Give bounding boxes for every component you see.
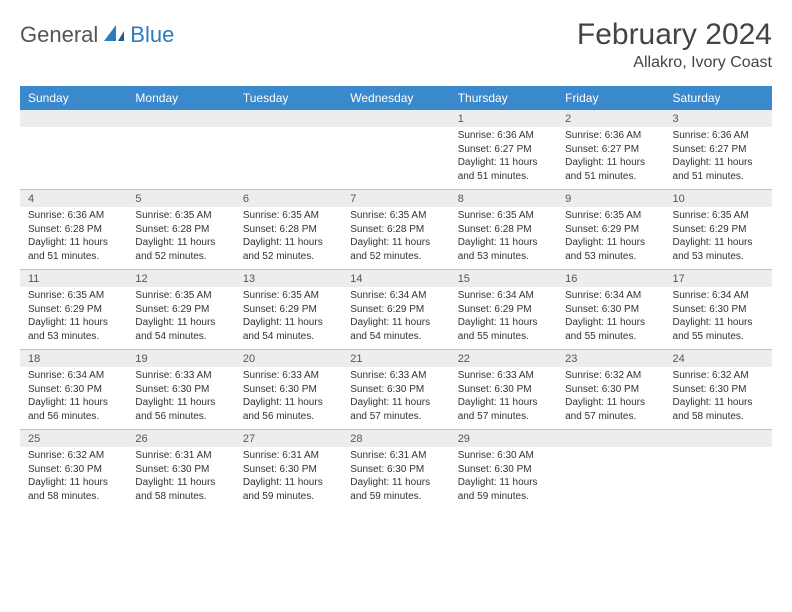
day-detail-cell: Sunrise: 6:34 AMSunset: 6:29 PMDaylight:… [342, 287, 449, 350]
day-number-cell: 4 [20, 190, 127, 208]
day-number-cell: 17 [665, 270, 772, 288]
day-detail-cell: Sunrise: 6:34 AMSunset: 6:30 PMDaylight:… [665, 287, 772, 350]
day-detail-cell: Sunrise: 6:32 AMSunset: 6:30 PMDaylight:… [20, 447, 127, 509]
day-number-cell: 12 [127, 270, 234, 288]
day-number-cell: 26 [127, 430, 234, 448]
day-number-cell: 18 [20, 350, 127, 368]
day-number-cell [235, 110, 342, 127]
weekday-header: Sunday [20, 86, 127, 110]
day-detail-cell [342, 127, 449, 190]
day-detail-cell [235, 127, 342, 190]
daynum-row: 18192021222324 [20, 350, 772, 368]
day-number-cell [20, 110, 127, 127]
day-number-cell: 6 [235, 190, 342, 208]
calendar-table: Sunday Monday Tuesday Wednesday Thursday… [20, 86, 772, 509]
daynum-row: 45678910 [20, 190, 772, 208]
day-detail-cell: Sunrise: 6:36 AMSunset: 6:28 PMDaylight:… [20, 207, 127, 270]
detail-row: Sunrise: 6:36 AMSunset: 6:27 PMDaylight:… [20, 127, 772, 190]
month-title: February 2024 [577, 18, 772, 52]
weekday-header: Tuesday [235, 86, 342, 110]
location-text: Allakro, Ivory Coast [577, 54, 772, 72]
day-detail-cell: Sunrise: 6:36 AMSunset: 6:27 PMDaylight:… [557, 127, 664, 190]
day-detail-cell [127, 127, 234, 190]
weekday-header: Thursday [450, 86, 557, 110]
day-number-cell: 21 [342, 350, 449, 368]
day-number-cell: 13 [235, 270, 342, 288]
brand-text-general: General [20, 22, 98, 48]
day-detail-cell: Sunrise: 6:34 AMSunset: 6:30 PMDaylight:… [20, 367, 127, 430]
day-number-cell [127, 110, 234, 127]
day-detail-cell: Sunrise: 6:31 AMSunset: 6:30 PMDaylight:… [235, 447, 342, 509]
day-detail-cell: Sunrise: 6:31 AMSunset: 6:30 PMDaylight:… [127, 447, 234, 509]
day-number-cell: 29 [450, 430, 557, 448]
day-detail-cell: Sunrise: 6:33 AMSunset: 6:30 PMDaylight:… [235, 367, 342, 430]
day-detail-cell: Sunrise: 6:35 AMSunset: 6:29 PMDaylight:… [665, 207, 772, 270]
day-detail-cell: Sunrise: 6:35 AMSunset: 6:29 PMDaylight:… [127, 287, 234, 350]
daynum-row: 123 [20, 110, 772, 127]
day-number-cell: 14 [342, 270, 449, 288]
title-block: February 2024 Allakro, Ivory Coast [577, 18, 772, 72]
day-detail-cell [557, 447, 664, 509]
day-detail-cell: Sunrise: 6:34 AMSunset: 6:30 PMDaylight:… [557, 287, 664, 350]
day-number-cell: 15 [450, 270, 557, 288]
day-detail-cell: Sunrise: 6:30 AMSunset: 6:30 PMDaylight:… [450, 447, 557, 509]
detail-row: Sunrise: 6:32 AMSunset: 6:30 PMDaylight:… [20, 447, 772, 509]
day-detail-cell: Sunrise: 6:35 AMSunset: 6:29 PMDaylight:… [20, 287, 127, 350]
day-number-cell [557, 430, 664, 448]
day-detail-cell: Sunrise: 6:33 AMSunset: 6:30 PMDaylight:… [342, 367, 449, 430]
day-number-cell: 19 [127, 350, 234, 368]
daynum-row: 11121314151617 [20, 270, 772, 288]
daynum-row: 2526272829 [20, 430, 772, 448]
sail-icon [102, 23, 128, 48]
day-number-cell: 23 [557, 350, 664, 368]
day-detail-cell: Sunrise: 6:35 AMSunset: 6:28 PMDaylight:… [235, 207, 342, 270]
detail-row: Sunrise: 6:36 AMSunset: 6:28 PMDaylight:… [20, 207, 772, 270]
detail-row: Sunrise: 6:35 AMSunset: 6:29 PMDaylight:… [20, 287, 772, 350]
day-detail-cell [20, 127, 127, 190]
brand-text-blue: Blue [130, 22, 174, 48]
day-detail-cell: Sunrise: 6:33 AMSunset: 6:30 PMDaylight:… [450, 367, 557, 430]
header: General Blue February 2024 Allakro, Ivor… [20, 18, 772, 72]
weekday-header: Saturday [665, 86, 772, 110]
weekday-header: Monday [127, 86, 234, 110]
day-number-cell [665, 430, 772, 448]
day-number-cell: 3 [665, 110, 772, 127]
weekday-header: Wednesday [342, 86, 449, 110]
day-number-cell: 16 [557, 270, 664, 288]
brand-logo: General Blue [20, 18, 174, 48]
day-number-cell: 7 [342, 190, 449, 208]
day-number-cell: 9 [557, 190, 664, 208]
weekday-header-row: Sunday Monday Tuesday Wednesday Thursday… [20, 86, 772, 110]
day-detail-cell: Sunrise: 6:35 AMSunset: 6:29 PMDaylight:… [235, 287, 342, 350]
weekday-header: Friday [557, 86, 664, 110]
day-number-cell: 10 [665, 190, 772, 208]
day-detail-cell: Sunrise: 6:36 AMSunset: 6:27 PMDaylight:… [665, 127, 772, 190]
day-number-cell: 2 [557, 110, 664, 127]
day-detail-cell: Sunrise: 6:33 AMSunset: 6:30 PMDaylight:… [127, 367, 234, 430]
day-number-cell: 11 [20, 270, 127, 288]
day-number-cell: 24 [665, 350, 772, 368]
day-detail-cell: Sunrise: 6:35 AMSunset: 6:28 PMDaylight:… [127, 207, 234, 270]
day-detail-cell: Sunrise: 6:35 AMSunset: 6:29 PMDaylight:… [557, 207, 664, 270]
day-number-cell: 8 [450, 190, 557, 208]
day-number-cell [342, 110, 449, 127]
day-number-cell: 20 [235, 350, 342, 368]
day-detail-cell: Sunrise: 6:35 AMSunset: 6:28 PMDaylight:… [342, 207, 449, 270]
day-number-cell: 28 [342, 430, 449, 448]
detail-row: Sunrise: 6:34 AMSunset: 6:30 PMDaylight:… [20, 367, 772, 430]
day-detail-cell: Sunrise: 6:31 AMSunset: 6:30 PMDaylight:… [342, 447, 449, 509]
day-number-cell: 22 [450, 350, 557, 368]
day-detail-cell: Sunrise: 6:32 AMSunset: 6:30 PMDaylight:… [665, 367, 772, 430]
day-detail-cell [665, 447, 772, 509]
day-detail-cell: Sunrise: 6:36 AMSunset: 6:27 PMDaylight:… [450, 127, 557, 190]
day-number-cell: 27 [235, 430, 342, 448]
day-number-cell: 25 [20, 430, 127, 448]
day-number-cell: 5 [127, 190, 234, 208]
day-detail-cell: Sunrise: 6:32 AMSunset: 6:30 PMDaylight:… [557, 367, 664, 430]
day-detail-cell: Sunrise: 6:34 AMSunset: 6:29 PMDaylight:… [450, 287, 557, 350]
day-detail-cell: Sunrise: 6:35 AMSunset: 6:28 PMDaylight:… [450, 207, 557, 270]
day-number-cell: 1 [450, 110, 557, 127]
